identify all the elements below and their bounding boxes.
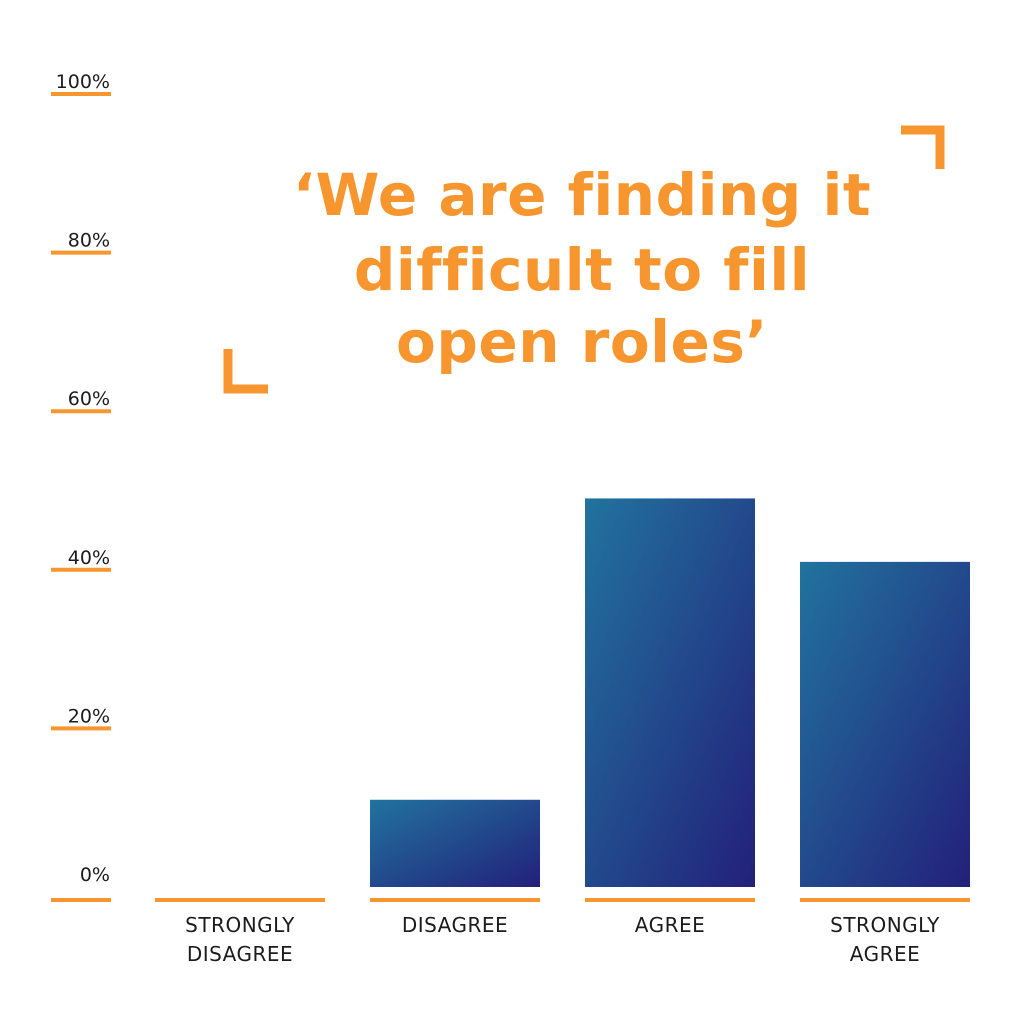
x-category-label: STRONGLY (185, 913, 295, 937)
chart-title-line: ‘We are finding it (293, 161, 871, 229)
chart-title: ‘We are finding it difficult to fillopen … (293, 161, 871, 376)
y-tick-label: 20% (68, 705, 110, 727)
y-tick-label: 40% (68, 547, 110, 569)
x-category-label: STRONGLY (830, 913, 940, 937)
bar (800, 561, 970, 887)
x-category-label: DISAGREE (402, 913, 508, 937)
x-category-label: DISAGREE (187, 942, 293, 966)
chart-title-line: open roles’ (396, 308, 768, 376)
y-axis: 0% 20% 40% 60% 80% 100% (51, 71, 111, 902)
y-tick-label: 100% (56, 71, 110, 93)
y-tick-label: 80% (68, 230, 110, 252)
x-category-label: AGREE (850, 942, 921, 966)
x-axis: STRONGLY DISAGREE DISAGREE AGREE STRONGLY AGR… (185, 913, 940, 966)
corner-bracket-bottom-left-icon (223, 349, 268, 394)
corner-bracket-top-right-icon (901, 125, 945, 169)
x-category-label: AGREE (635, 913, 706, 937)
bars-group (370, 498, 970, 887)
y-tick-label: 60% (68, 388, 110, 410)
chart-title-line: difficult to fill (354, 236, 810, 304)
bar (585, 498, 755, 887)
y-tick-label: 0% (80, 864, 110, 886)
bar (370, 799, 540, 887)
